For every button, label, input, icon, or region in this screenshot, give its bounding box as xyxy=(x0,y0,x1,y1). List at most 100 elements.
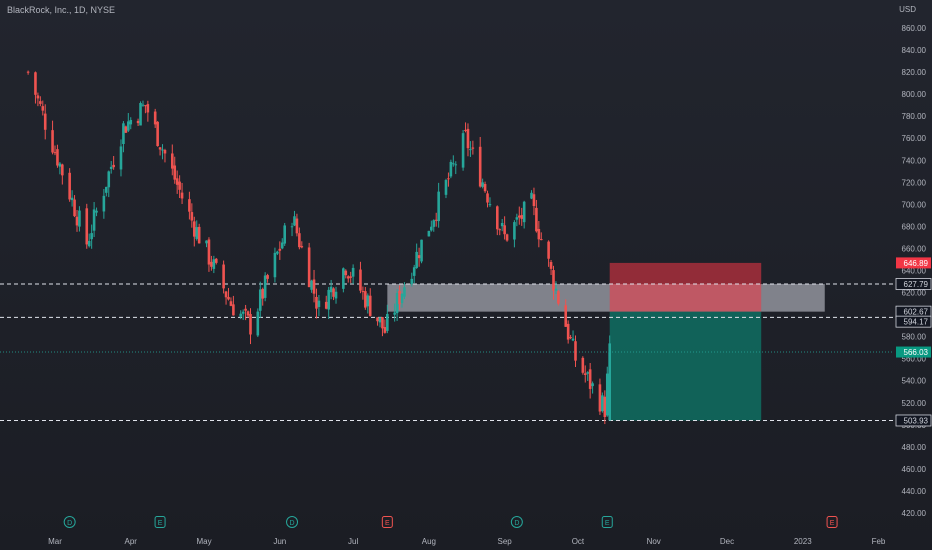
dividend-marker[interactable]: D xyxy=(286,516,299,528)
candle-body xyxy=(381,317,384,329)
price-label: 503.93 xyxy=(904,416,929,425)
y-tick-label: 660.00 xyxy=(902,244,927,253)
earnings-marker[interactable]: E xyxy=(826,516,838,528)
candle-body xyxy=(295,218,299,234)
candle-body xyxy=(505,234,509,241)
y-tick-label: 440.00 xyxy=(902,487,927,496)
earnings-marker[interactable]: E xyxy=(601,516,613,528)
candle-body xyxy=(495,206,499,230)
candle-body xyxy=(290,226,294,228)
price-label: 602.67 xyxy=(904,308,929,317)
candle-body xyxy=(95,210,98,213)
candle-body xyxy=(464,129,467,131)
candle-body xyxy=(400,293,404,304)
candle-body xyxy=(488,204,492,206)
candle-body xyxy=(364,291,367,308)
candle-body xyxy=(552,270,555,291)
candle-body xyxy=(547,241,550,259)
dividend-marker[interactable]: D xyxy=(63,516,76,528)
dividend-marker[interactable]: D xyxy=(510,516,523,528)
candle-body xyxy=(588,369,592,389)
candle-body xyxy=(471,147,475,149)
candle-body xyxy=(229,301,233,306)
y-tick-label: 860.00 xyxy=(902,24,927,33)
candle-body xyxy=(222,264,225,289)
candle-body xyxy=(280,242,284,249)
candle-body xyxy=(605,373,609,416)
candle-body xyxy=(300,246,304,248)
marker-letter: E xyxy=(830,520,835,527)
candle-body xyxy=(503,225,506,235)
symbol-title: BlackRock, Inc., 1D, NYSE xyxy=(7,5,116,15)
candle-body xyxy=(383,327,387,333)
y-axis: 860.00 840.00 820.00 800.00 780.00 760.00 740.… xyxy=(902,24,927,518)
candle-body xyxy=(539,239,543,241)
candle-body xyxy=(195,227,199,239)
y-tick-label: 460.00 xyxy=(902,465,927,474)
candle-body xyxy=(378,317,382,323)
candle-body xyxy=(571,338,575,341)
candle-body xyxy=(239,313,243,317)
candle-body xyxy=(535,207,538,232)
level-lines xyxy=(0,283,893,421)
candle-body xyxy=(554,288,558,291)
earnings-marker[interactable]: E xyxy=(154,516,166,528)
price-label-box xyxy=(895,414,932,427)
price-label: 646.89 xyxy=(904,259,929,268)
candle-body xyxy=(417,255,421,259)
candle-body xyxy=(75,216,79,226)
earnings-marker[interactable]: E xyxy=(381,516,393,528)
candle-body xyxy=(122,123,125,145)
candle-body xyxy=(207,239,211,265)
candle-body xyxy=(601,395,604,412)
candle-body xyxy=(41,106,45,111)
candle-body xyxy=(398,291,401,305)
candle-body xyxy=(246,311,250,316)
candle-body xyxy=(310,280,313,290)
candle-body xyxy=(56,149,59,166)
y-tick-label: 580.00 xyxy=(902,333,927,342)
candle-body xyxy=(214,258,218,263)
candle-body xyxy=(210,261,213,267)
candle-body xyxy=(581,357,585,373)
candle-body xyxy=(112,164,115,168)
candle-body xyxy=(178,181,181,190)
candle-body xyxy=(608,352,612,421)
candle-body xyxy=(192,221,196,237)
candle-body xyxy=(430,226,433,231)
candle-body xyxy=(366,295,370,307)
candle-body xyxy=(34,72,37,95)
candle-body xyxy=(530,192,533,199)
candle-body xyxy=(420,239,423,262)
candle-body xyxy=(603,396,607,418)
x-tick-label: Jun xyxy=(273,537,286,546)
x-tick-label: May xyxy=(196,537,211,546)
candle-body xyxy=(395,292,399,314)
candle-body xyxy=(39,101,42,104)
candle-body xyxy=(412,267,416,276)
candle-body xyxy=(180,192,184,199)
candles xyxy=(26,70,612,425)
candle-body xyxy=(249,314,252,335)
candle-body xyxy=(324,301,328,309)
candle-body xyxy=(537,229,541,240)
y-tick-label: 480.00 xyxy=(902,443,927,452)
candle-body xyxy=(427,230,431,237)
candle-body xyxy=(266,275,269,279)
candle-body xyxy=(454,164,458,166)
candle-body xyxy=(393,312,396,315)
y-tick-label: 700.00 xyxy=(902,200,927,209)
candle-body xyxy=(564,305,568,327)
y-tick-label: 420.00 xyxy=(902,509,927,518)
candle-body xyxy=(139,103,142,126)
candle-body xyxy=(156,121,159,147)
price-label-box xyxy=(895,315,932,328)
candle-body xyxy=(163,150,167,154)
candle-body xyxy=(90,233,93,240)
y-tick-label: 840.00 xyxy=(902,46,927,55)
candle-body xyxy=(105,186,108,193)
candle-body xyxy=(403,287,406,297)
